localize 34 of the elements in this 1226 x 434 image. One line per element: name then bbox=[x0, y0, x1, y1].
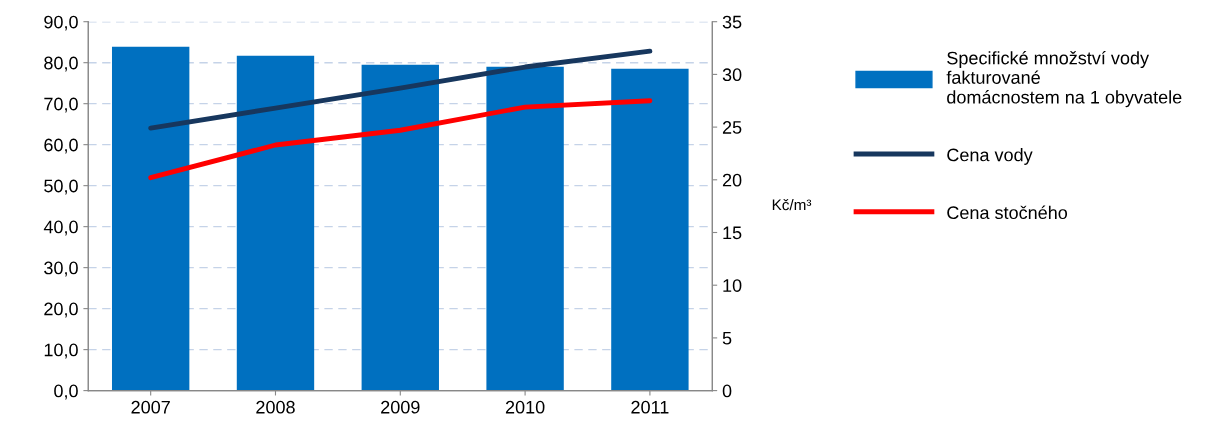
x-tick-label: 2010 bbox=[505, 400, 545, 414]
y-tick-label: 0,0 bbox=[54, 384, 78, 400]
y-tick-label: 30,0 bbox=[44, 261, 78, 277]
bar bbox=[236, 55, 315, 391]
y-tick-label: 20,0 bbox=[44, 302, 78, 318]
bar bbox=[361, 64, 439, 391]
x-tick-label: 2011 bbox=[631, 400, 669, 414]
y2-tick-label: 0 bbox=[722, 384, 732, 398]
y-tick-label: 60,0 bbox=[44, 138, 78, 154]
x-tick-label: 2007 bbox=[131, 400, 170, 414]
y-tick-label: 90,0 bbox=[44, 15, 78, 31]
y2-tick-label: 10 bbox=[723, 279, 742, 292]
y2-tick-label: 5 bbox=[722, 332, 732, 345]
y-tick-label: 80,0 bbox=[44, 56, 78, 72]
legend-label: Specifické množství vody fakturované domácnostem na 1 obyvatele bbox=[946, 50, 1182, 108]
y2-tick-label: 30 bbox=[722, 68, 742, 82]
y2-axis-title: Kč/m³ bbox=[772, 198, 812, 211]
y2-tick-label: 20 bbox=[722, 173, 742, 187]
x-tick-label: 2008 bbox=[256, 400, 295, 414]
x-tick-label: 2009 bbox=[381, 400, 420, 414]
bar bbox=[111, 46, 190, 391]
legend-label: Cena vody bbox=[947, 148, 1033, 165]
bar bbox=[486, 66, 564, 391]
y2-tick-label: 15 bbox=[723, 226, 742, 240]
y-tick-label: 50,0 bbox=[44, 179, 78, 195]
legend-label: Cena stočného bbox=[947, 205, 1068, 220]
y2-tick-label: 35 bbox=[722, 15, 742, 29]
bar bbox=[611, 68, 689, 391]
line-series bbox=[148, 98, 653, 181]
line-series bbox=[148, 48, 653, 131]
y-tick-label: 40,0 bbox=[43, 220, 78, 236]
y-tick-label: 10,0 bbox=[44, 343, 78, 359]
y-tick-label: 70,0 bbox=[44, 97, 78, 113]
y2-tick-label: 25 bbox=[722, 121, 742, 134]
